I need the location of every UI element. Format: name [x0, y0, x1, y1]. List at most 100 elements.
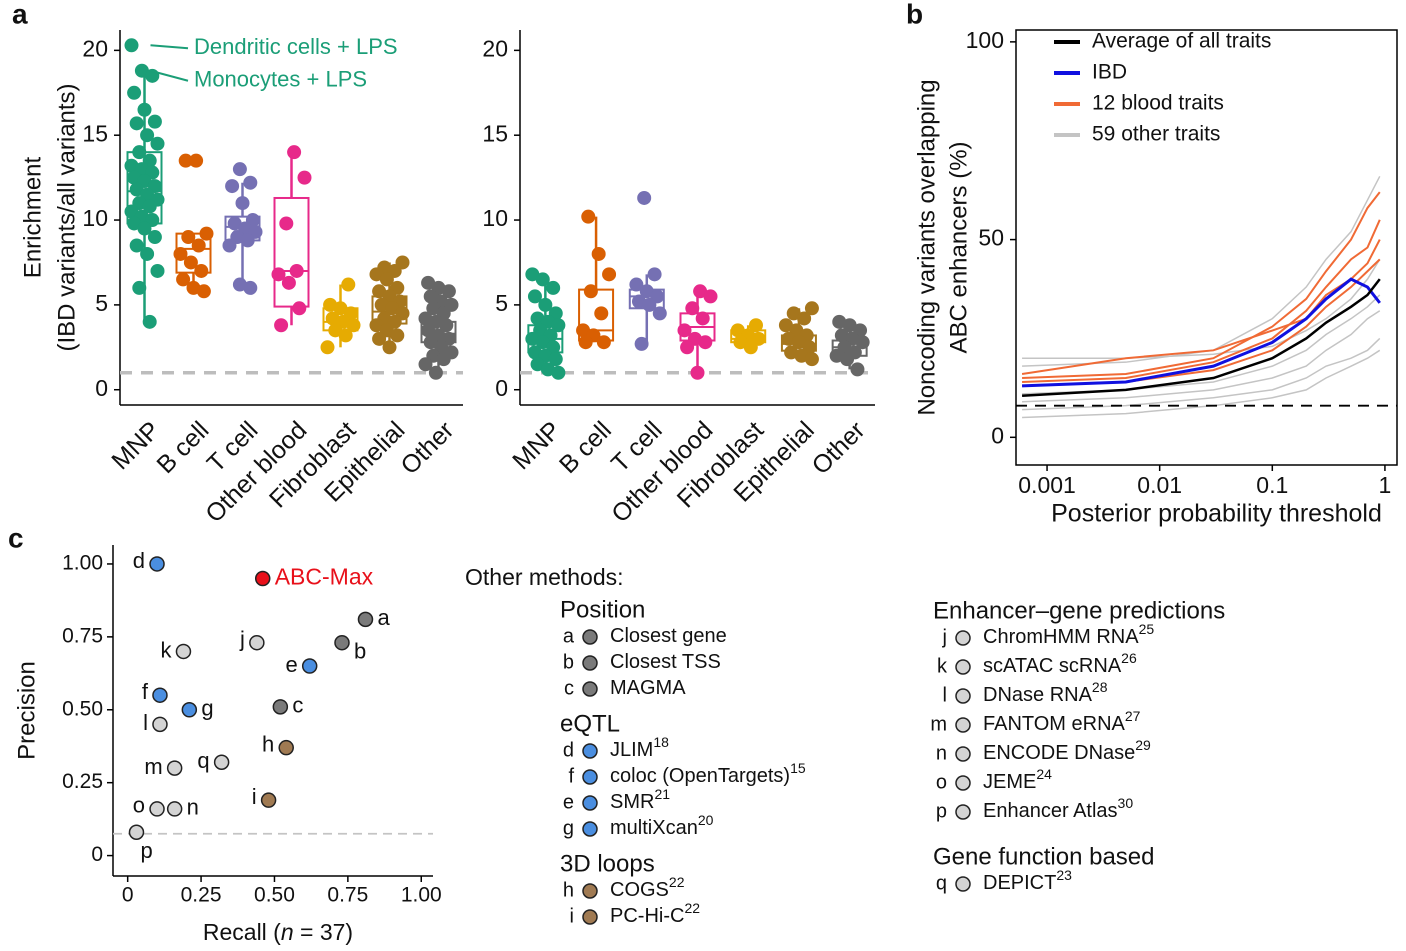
- data-point: [178, 153, 193, 168]
- data-point: [677, 323, 692, 338]
- legend-letter: e: [563, 791, 574, 813]
- legend-letter: b: [563, 651, 574, 673]
- x-tick-label: MNP: [106, 416, 165, 475]
- legend-item-name: PC-Hi-C: [610, 905, 684, 927]
- data-point: [297, 170, 312, 185]
- legend-item-ref: 20: [698, 812, 714, 828]
- data-point: [535, 272, 550, 287]
- legend-group-title: eQTL: [560, 710, 620, 737]
- data-point: [855, 335, 870, 350]
- legend-item: JEME24: [983, 766, 1052, 794]
- data-point: [128, 824, 145, 841]
- legend-label: 59 other traits: [1092, 123, 1220, 146]
- point-label: k: [160, 637, 172, 662]
- trait-line: [1022, 277, 1381, 388]
- data-point: [127, 216, 142, 231]
- data-point: [137, 102, 152, 117]
- data-point: [372, 284, 387, 299]
- legend-item-ref: 28: [1092, 679, 1108, 695]
- legend-letter: p: [936, 800, 947, 822]
- data-point: [181, 230, 196, 245]
- legend-letter: g: [563, 817, 574, 839]
- point-label: i: [252, 784, 257, 809]
- legend-item: SMR21: [610, 786, 670, 814]
- data-point: [778, 318, 793, 333]
- annotation-leader: [150, 69, 189, 82]
- legend-letter: h: [563, 879, 574, 901]
- x-tick-label: 0.25: [181, 884, 222, 907]
- point-label: p: [140, 838, 152, 863]
- y-tick-label: 0: [495, 375, 508, 401]
- data-point: [124, 38, 139, 53]
- legend-item-ref: 23: [1056, 867, 1072, 883]
- data-point: [357, 611, 374, 628]
- y-tick-label: 5: [495, 290, 508, 316]
- y-tick-label: 0: [95, 375, 108, 401]
- data-point: [634, 336, 649, 351]
- y-axis-label: Noncoding variants overlapping: [913, 79, 940, 415]
- data-point: [743, 340, 758, 355]
- x-tick-label: 0.001: [1018, 472, 1076, 498]
- data-point: [527, 289, 542, 304]
- data-point: [594, 306, 609, 321]
- trait-line: [1022, 191, 1381, 379]
- y-tick-label: 15: [82, 120, 108, 146]
- data-point: [850, 362, 865, 377]
- data-point: [127, 85, 142, 100]
- data-point: [334, 634, 350, 651]
- trait-line: [1022, 175, 1381, 367]
- data-point: [535, 335, 550, 350]
- legend-letter: q: [936, 872, 947, 894]
- point-label: l: [143, 710, 148, 735]
- data-point: [804, 352, 819, 367]
- legend-marker: [582, 681, 598, 697]
- point-label: e: [285, 652, 297, 677]
- data-point: [328, 323, 343, 338]
- y-axis-label: Precision: [13, 661, 40, 760]
- data-point: [272, 699, 289, 715]
- data-point: [132, 145, 147, 160]
- data-point: [423, 335, 438, 350]
- legend-marker: [582, 629, 598, 645]
- legend-marker: [582, 821, 598, 837]
- data-point: [281, 275, 296, 290]
- data-point: [652, 306, 667, 321]
- point-label: q: [197, 748, 209, 773]
- legend-marker: [582, 795, 598, 811]
- legend-letter: a: [563, 625, 575, 647]
- legend-item-name: COGS: [610, 879, 669, 901]
- data-point: [372, 331, 387, 346]
- data-point: [583, 284, 598, 299]
- legend-title: Other methods:: [465, 564, 624, 590]
- legend-letter: i: [570, 905, 574, 927]
- data-point: [341, 277, 356, 292]
- plot-frame: [1015, 29, 1398, 466]
- data-point: [548, 352, 563, 367]
- legend-marker: [955, 688, 971, 704]
- annotation: Monocytes + LPS: [194, 67, 367, 92]
- data-point: [196, 284, 211, 299]
- point-label: j: [239, 627, 245, 652]
- legend-item-name: Enhancer Atlas: [983, 800, 1118, 822]
- trait-line: [1021, 278, 1381, 398]
- data-point: [596, 335, 611, 350]
- data-point: [271, 267, 286, 282]
- legend-label: Average of all traits: [1092, 30, 1271, 53]
- legend-item: MAGMA: [610, 677, 686, 699]
- x-axis-label: Recall (n = 37): [203, 919, 353, 945]
- data-point: [189, 153, 204, 168]
- legend-item: ENCODE DNase29: [983, 737, 1151, 765]
- x-tick-label: B cell: [151, 416, 214, 479]
- data-point: [733, 335, 748, 350]
- data-point: [749, 318, 764, 333]
- legend-marker: [955, 746, 971, 762]
- data-point: [703, 289, 718, 304]
- y-tick-label: 1.00: [62, 552, 103, 575]
- data-point: [225, 179, 240, 194]
- y-tick-label: 10: [482, 205, 508, 231]
- legend-item: Closest gene: [610, 625, 727, 647]
- legend-item-ref: 21: [654, 786, 670, 802]
- legend-letter: l: [943, 684, 947, 706]
- point-label: ABC-Max: [275, 564, 374, 590]
- legend-marker: [955, 659, 971, 675]
